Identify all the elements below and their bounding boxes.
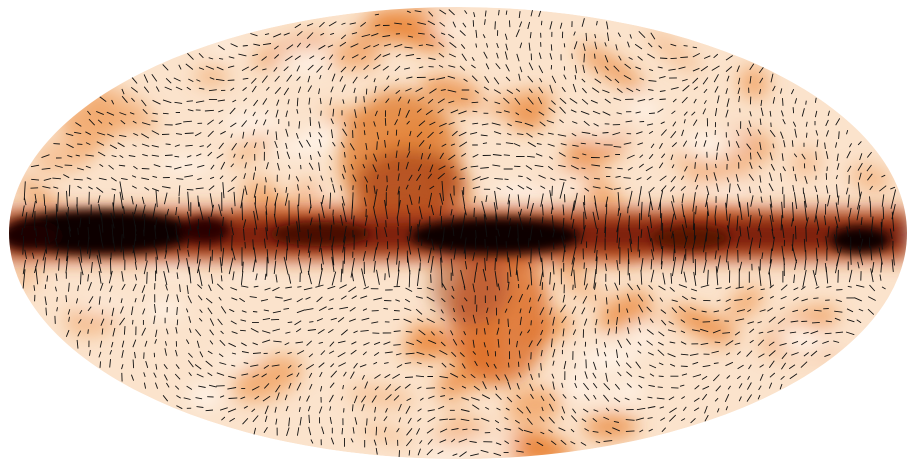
clear-patch xyxy=(145,300,184,318)
clear-patch xyxy=(213,354,263,365)
clear-patch xyxy=(695,182,752,205)
clear-patch xyxy=(630,327,658,343)
clear-patch xyxy=(281,49,328,72)
clear-patch xyxy=(430,18,472,32)
clear-patch xyxy=(595,346,651,356)
clear-patch xyxy=(695,132,744,148)
clear-patch xyxy=(629,99,660,119)
sky-map xyxy=(0,0,909,463)
page: {} (() => { const data = JSON.parse(docu… xyxy=(0,0,909,463)
clear-patch xyxy=(157,157,213,173)
clear-patch xyxy=(619,380,643,400)
sky-projection xyxy=(0,0,909,463)
clear-patch xyxy=(465,436,520,452)
